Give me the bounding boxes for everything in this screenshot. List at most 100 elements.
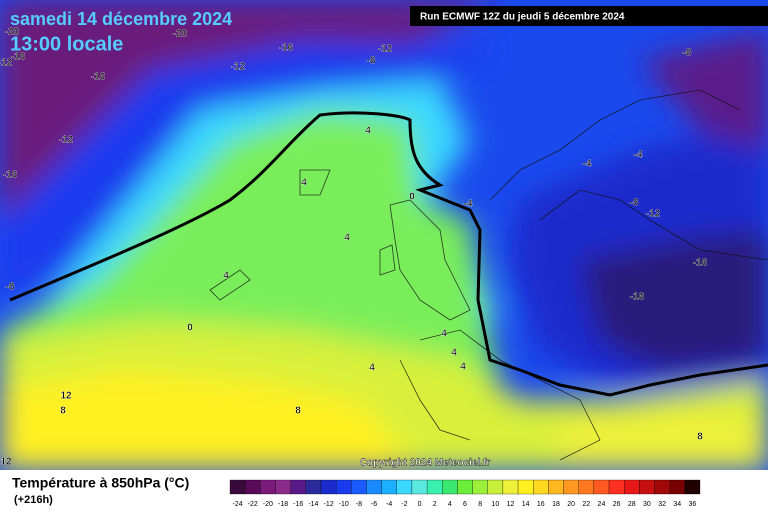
scale-label: -6 bbox=[371, 501, 377, 508]
scale-swatch bbox=[517, 479, 534, 495]
contour-label: 4 bbox=[301, 178, 307, 189]
scale-label: 30 bbox=[643, 501, 651, 508]
scale-label: 28 bbox=[628, 501, 636, 508]
scale-label: -24 bbox=[233, 501, 243, 508]
scale-swatch bbox=[669, 479, 685, 495]
scale-label: 6 bbox=[463, 501, 467, 508]
scale-label: 24 bbox=[598, 501, 606, 508]
scale-label: 20 bbox=[567, 501, 575, 508]
scale-label: -22 bbox=[248, 501, 258, 508]
coastlines bbox=[209, 89, 768, 461]
scale-label: 22 bbox=[582, 501, 590, 508]
contour-label: 8 bbox=[60, 406, 66, 417]
contour-label: -8 bbox=[6, 282, 15, 293]
scale-label: -14 bbox=[308, 501, 318, 508]
scale-swatch bbox=[335, 479, 352, 495]
scale-swatch bbox=[472, 479, 488, 495]
scale-swatch bbox=[502, 479, 519, 495]
scale-label: 32 bbox=[658, 501, 666, 508]
scale-swatch bbox=[229, 479, 246, 495]
scale-swatch bbox=[624, 479, 640, 495]
contour-label: -4 bbox=[464, 199, 473, 210]
scale-swatch bbox=[305, 479, 322, 495]
contour-label: 8 bbox=[295, 406, 301, 417]
scale-label: 34 bbox=[673, 501, 681, 508]
scale-swatch bbox=[351, 479, 367, 495]
contour-label: 8 bbox=[697, 432, 703, 443]
scale-swatch bbox=[275, 479, 291, 495]
contour-labels: -20-20-16-12-16-12-8-12-16-8-12-16-84444… bbox=[0, 26, 708, 467]
contour-label: -8 bbox=[630, 198, 639, 209]
contour-label: -8 bbox=[683, 48, 692, 59]
contour-label: -16 bbox=[11, 52, 26, 63]
scale-swatch bbox=[381, 479, 397, 495]
copyright: Copyright 2024 Meteociel.fr bbox=[360, 458, 491, 469]
contour-label: -16 bbox=[91, 72, 106, 83]
scale-swatch bbox=[563, 479, 579, 495]
scale-label: -20 bbox=[263, 501, 273, 508]
scale-swatch bbox=[608, 479, 625, 495]
contour-label: -12 bbox=[231, 62, 246, 73]
scale-label: -12 bbox=[323, 501, 333, 508]
map-time: 13:00 locale bbox=[10, 33, 123, 55]
footer-lead: (+216h) bbox=[14, 494, 53, 506]
scale-swatch bbox=[245, 479, 261, 495]
scale-label: 8 bbox=[478, 501, 482, 508]
contour-label: -12 bbox=[0, 58, 13, 69]
contour-label: -12 bbox=[59, 135, 74, 146]
map-title: samedi 14 décembre 2024 bbox=[10, 9, 232, 29]
scale-swatch bbox=[290, 479, 306, 495]
contour-label: 4 bbox=[223, 271, 229, 282]
scale-swatch bbox=[533, 479, 549, 495]
map: -20-20-16-12-16-12-8-12-16-8-12-16-84444… bbox=[0, 0, 768, 470]
contour-label: -4 bbox=[583, 159, 592, 170]
scale-swatch bbox=[654, 479, 670, 495]
contour-label: -20 bbox=[5, 27, 20, 38]
temperature-field bbox=[0, 0, 768, 470]
contour-label: 0 bbox=[409, 192, 415, 203]
scale-swatch bbox=[411, 479, 428, 495]
scale-label: 4 bbox=[448, 501, 452, 508]
contour-label: 4 bbox=[369, 363, 375, 374]
scale-swatch bbox=[396, 479, 413, 495]
run-info: Run ECMWF 12Z du jeudi 5 décembre 2024 bbox=[420, 12, 625, 23]
scale-swatch bbox=[426, 479, 443, 495]
scale-label: -4 bbox=[386, 501, 392, 508]
scale-swatch bbox=[639, 479, 655, 495]
scale-label: 26 bbox=[613, 501, 621, 508]
contour-label: 4 bbox=[441, 329, 447, 340]
contour-label: -12 bbox=[378, 44, 393, 55]
contour-label: -16 bbox=[693, 258, 708, 269]
scale-label: 12 bbox=[507, 501, 515, 508]
contour-label: -16 bbox=[630, 292, 645, 303]
scale-swatch bbox=[487, 479, 504, 495]
scale-swatch bbox=[578, 479, 595, 495]
scale-label: 18 bbox=[552, 501, 560, 508]
scale-swatch bbox=[548, 479, 564, 495]
contour-label: -12 bbox=[646, 209, 661, 220]
contour-label: 4 bbox=[460, 362, 466, 373]
scale-label: -16 bbox=[293, 501, 303, 508]
scale-swatch bbox=[593, 479, 610, 495]
scale-swatch bbox=[442, 479, 458, 495]
scale-label: 2 bbox=[433, 501, 437, 508]
scale-label: 16 bbox=[537, 501, 545, 508]
scale-label: 0 bbox=[418, 501, 422, 508]
scale-label: 36 bbox=[689, 501, 697, 508]
scale-swatch bbox=[684, 479, 701, 495]
scale-swatch bbox=[320, 479, 337, 495]
contour-label: -8 bbox=[367, 56, 376, 67]
contour-label: -20 bbox=[173, 29, 188, 40]
contour-label: -4 bbox=[634, 150, 643, 161]
contour-label: -16 bbox=[3, 170, 18, 181]
footer-label: Température à 850hPa (°C) bbox=[12, 475, 189, 491]
contour-label: -16 bbox=[279, 43, 294, 54]
scale-label: -2 bbox=[401, 501, 407, 508]
scale-swatch bbox=[260, 479, 276, 495]
contour-label: 12 bbox=[60, 391, 72, 402]
zero-isotherm bbox=[9, 111, 768, 397]
color-scale: -24 -22 -20 -18 -16 -14 -12 -10 -8 -6 -4 -2 0 2 4 6 8 10 1… bbox=[229, 479, 701, 508]
scale-swatch bbox=[457, 479, 473, 495]
